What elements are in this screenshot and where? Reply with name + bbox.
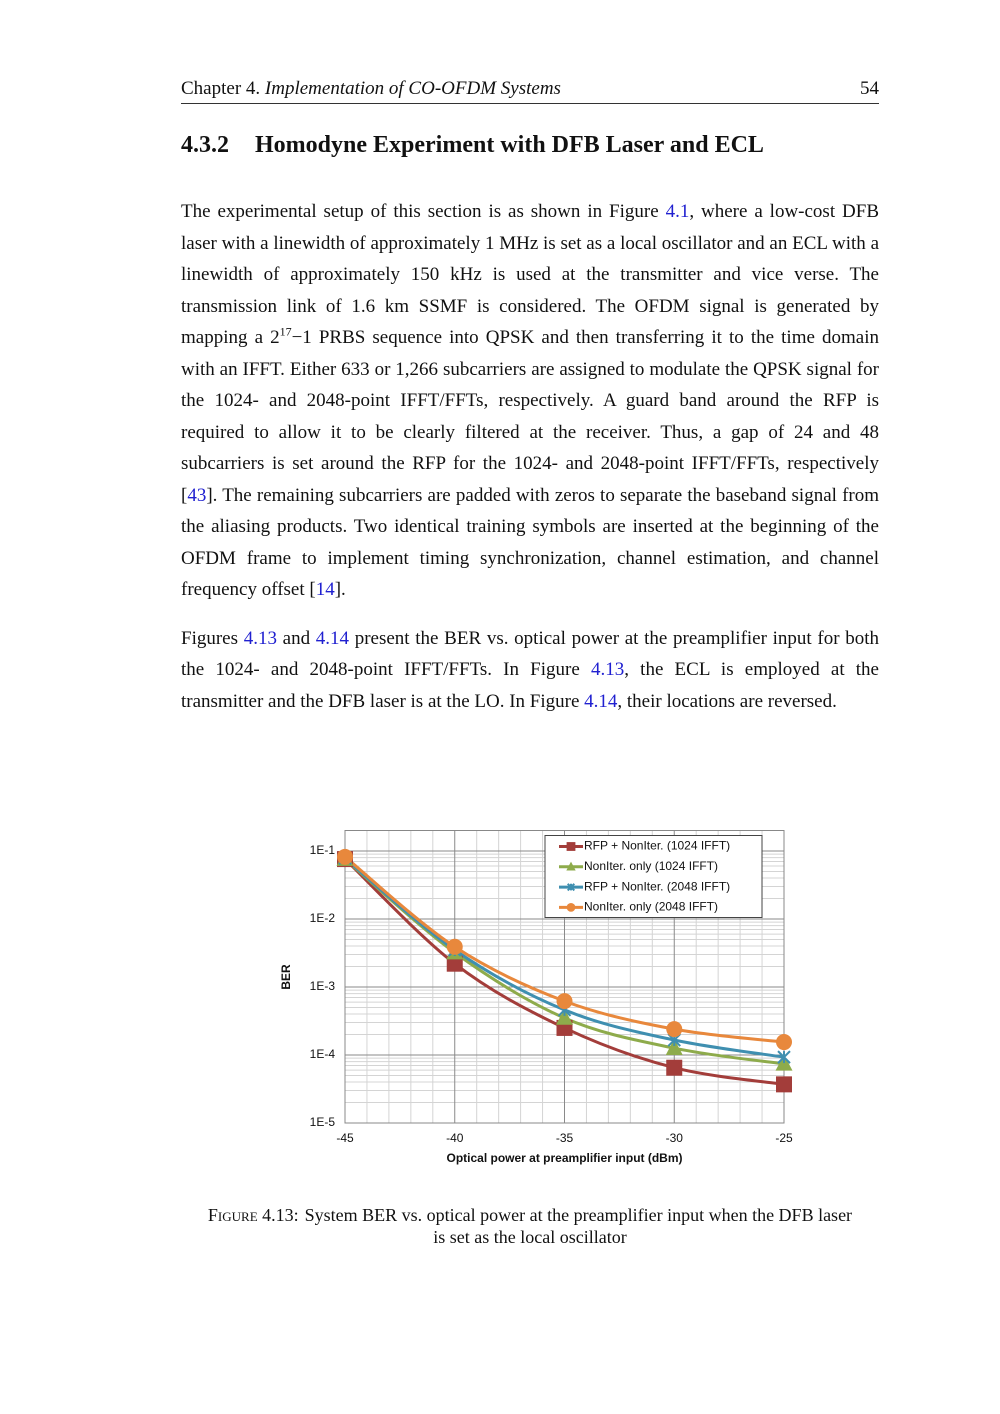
chapter-title: Implementation of CO-OFDM Systems bbox=[264, 78, 561, 99]
marker bbox=[446, 938, 463, 955]
text-run: and bbox=[276, 627, 316, 649]
marker bbox=[566, 861, 576, 871]
text-run: , the ECL is employed at the transmitter… bbox=[181, 659, 879, 712]
y-tick-label: 1E-3 bbox=[310, 979, 336, 993]
x-tick-label: -40 bbox=[446, 1131, 464, 1145]
marker bbox=[776, 1034, 792, 1051]
marker bbox=[566, 842, 576, 851]
section-number: 4.3.2 bbox=[181, 132, 229, 158]
marker bbox=[566, 903, 576, 912]
text-run: ]. bbox=[334, 579, 346, 600]
reference-link[interactable]: 43 bbox=[187, 484, 207, 506]
superscript: 17 bbox=[279, 324, 292, 339]
marker bbox=[776, 1076, 792, 1093]
body-text: The experimental setup of this section i… bbox=[181, 196, 879, 734]
marker bbox=[337, 848, 353, 865]
text-run: present the BER vs. optical power at the… bbox=[181, 627, 880, 681]
legend-label: RFP + NonIter. (1024 IFFT) bbox=[584, 839, 730, 853]
header-left: Chapter 4. Implementation of CO-OFDM Sys… bbox=[181, 78, 561, 100]
legend-label: NonIter. only (2048 IFFT) bbox=[584, 900, 718, 914]
caption-text: System BER vs. optical power at the prea… bbox=[304, 1205, 853, 1247]
marker bbox=[666, 1021, 683, 1038]
y-tick-label: 1E-2 bbox=[310, 911, 336, 925]
legend-box bbox=[544, 835, 763, 918]
reference-link[interactable]: 4.14 bbox=[315, 627, 350, 649]
text-run: Figures bbox=[181, 627, 244, 649]
chapter: Chapter 4. bbox=[181, 78, 261, 99]
marker bbox=[446, 955, 463, 972]
legend-label: NonIter. only (1024 IFFT) bbox=[584, 859, 718, 873]
x-tick-label: -45 bbox=[336, 1131, 354, 1145]
x-tick-label: -30 bbox=[666, 1131, 684, 1145]
plot-border bbox=[344, 830, 785, 1124]
y-tick-label: 1E-4 bbox=[310, 1047, 336, 1061]
marker bbox=[665, 1038, 683, 1055]
reference-link[interactable]: 4.14 bbox=[584, 690, 618, 712]
y-tick-label: 1E-1 bbox=[310, 843, 336, 857]
reference-link[interactable]: 4.13 bbox=[590, 659, 625, 680]
marker bbox=[777, 1050, 791, 1064]
text-run: The experimental setup of this section i… bbox=[181, 201, 666, 222]
marker bbox=[556, 993, 573, 1010]
x-tick-label: -25 bbox=[775, 1131, 793, 1145]
section-title: Homodyne Experiment with DFB Laser and E… bbox=[255, 132, 764, 158]
section-heading: 4.3.2 Homodyne Experiment with DFB Laser … bbox=[181, 132, 764, 159]
page-number: 54 bbox=[860, 78, 879, 99]
reference-link[interactable]: 4.13 bbox=[243, 627, 277, 649]
text-run: , their locations are reversed. bbox=[617, 690, 837, 712]
paragraph: Figures 4.13 and 4.14 present the BER vs… bbox=[181, 623, 879, 718]
y-axis-title: BER bbox=[279, 964, 293, 990]
legend-label: RFP + NonIter. (2048 IFFT) bbox=[584, 879, 730, 893]
x-tick-label: -35 bbox=[556, 1131, 574, 1145]
caption-label: Figure 4.13: bbox=[207, 1205, 299, 1225]
marker bbox=[666, 1059, 683, 1076]
marker bbox=[556, 1008, 573, 1025]
reference-link[interactable]: 14 bbox=[315, 579, 335, 600]
text-run: ]. The remaining subcarriers are padded … bbox=[181, 484, 879, 601]
caption: Figure 4.13: System BER vs. optical power… bbox=[200, 1204, 860, 1248]
y-tick-label: 1E-5 bbox=[310, 1115, 336, 1129]
chart: -45 -40 -35 -30 -25 1E-5 1E-4 1E-3 1E-2 1E-1 Optic… bbox=[279, 830, 793, 1165]
text-run: , where a low-cost DFB laser with a line… bbox=[181, 201, 879, 348]
marker bbox=[566, 883, 576, 892]
legend: RFP + NonIter. (1024 IFFT) NonIter. only … bbox=[544, 835, 763, 918]
reference-link[interactable]: 4.1 bbox=[665, 201, 690, 222]
x-axis-title: Optical power at preamplifier input (dBm… bbox=[446, 1151, 682, 1165]
text-run: −1 PRBS sequence into QPSK and then tran… bbox=[181, 327, 879, 506]
paragraph: The experimental setup of this section i… bbox=[181, 196, 879, 606]
running-header: Chapter 4. Implementation of CO-OFDM Sys… bbox=[181, 78, 879, 104]
